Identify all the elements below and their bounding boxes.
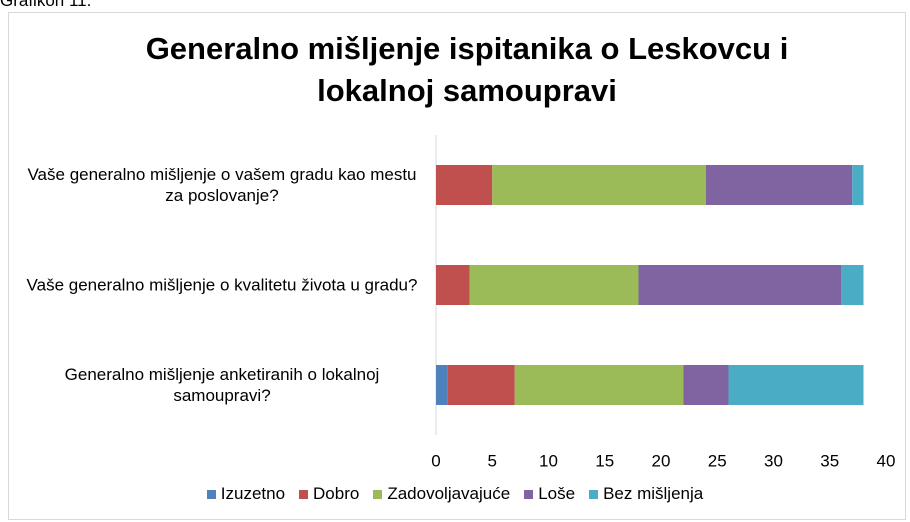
legend-item: Zadovoljavajuće — [373, 484, 510, 504]
bar-segment — [514, 365, 684, 405]
x-tick-label: 20 — [652, 451, 671, 470]
legend: Izuzetno Dobro Zadovoljavajuće Loše Bez mišl… — [0, 484, 910, 504]
bar-segment — [436, 165, 493, 205]
legend-swatch — [299, 489, 309, 499]
legend-label: Zadovoljavajuće — [387, 484, 511, 503]
category-label: Generalno mišljenje anketiranih o lokaln… — [64, 365, 380, 405]
legend-label: Izuzetno — [220, 484, 286, 503]
chart-title: Generalno mišljenje ispitanika o Leskovc… — [145, 31, 789, 108]
category-label: Vaše generalno mišljenje o kvalitetu živ… — [26, 275, 418, 295]
x-tick-label: 10 — [539, 451, 558, 470]
legend-swatch — [206, 489, 216, 499]
legend-label: Loše — [538, 484, 576, 503]
x-tick-label: 25 — [708, 451, 727, 470]
caption: Grafikon 11. — [0, 0, 92, 10]
legend-swatch — [589, 489, 599, 499]
chart-frame — [8, 12, 906, 520]
bar-segment — [638, 265, 841, 305]
legend-swatch — [373, 489, 383, 499]
bar-segment — [436, 365, 448, 405]
x-tick-label: 5 — [488, 451, 497, 470]
legend-item: Bez mišljenja — [589, 484, 703, 504]
legend-label: Dobro — [313, 484, 360, 503]
x-tick-label: 0 — [431, 451, 440, 470]
legend-item: Dobro — [299, 484, 359, 504]
bar-segment — [841, 265, 864, 305]
bar-segment — [683, 365, 729, 405]
bar-segment — [469, 265, 639, 305]
bar-segment — [706, 165, 853, 205]
bar-segment — [492, 165, 706, 205]
legend-item: Izuzetno — [206, 484, 286, 504]
bar-segment — [852, 165, 864, 205]
x-tick-label: 40 — [877, 451, 896, 470]
legend-item: Loše — [524, 484, 575, 504]
bar-segment — [436, 265, 470, 305]
x-tick-label: 30 — [764, 451, 783, 470]
category-label: Vaše generalno mišljenje o vašem gradu k… — [27, 165, 417, 205]
legend-swatch — [524, 489, 534, 499]
bar-segment — [447, 365, 515, 405]
bar-segment — [728, 365, 864, 405]
legend-label: Bez mišljenja — [603, 484, 704, 503]
x-tick-label: 35 — [820, 451, 839, 470]
x-tick-label: 15 — [595, 451, 614, 470]
